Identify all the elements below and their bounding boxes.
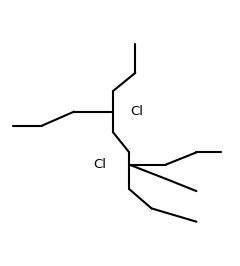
Text: Cl: Cl <box>130 105 143 118</box>
Text: Cl: Cl <box>94 158 107 171</box>
